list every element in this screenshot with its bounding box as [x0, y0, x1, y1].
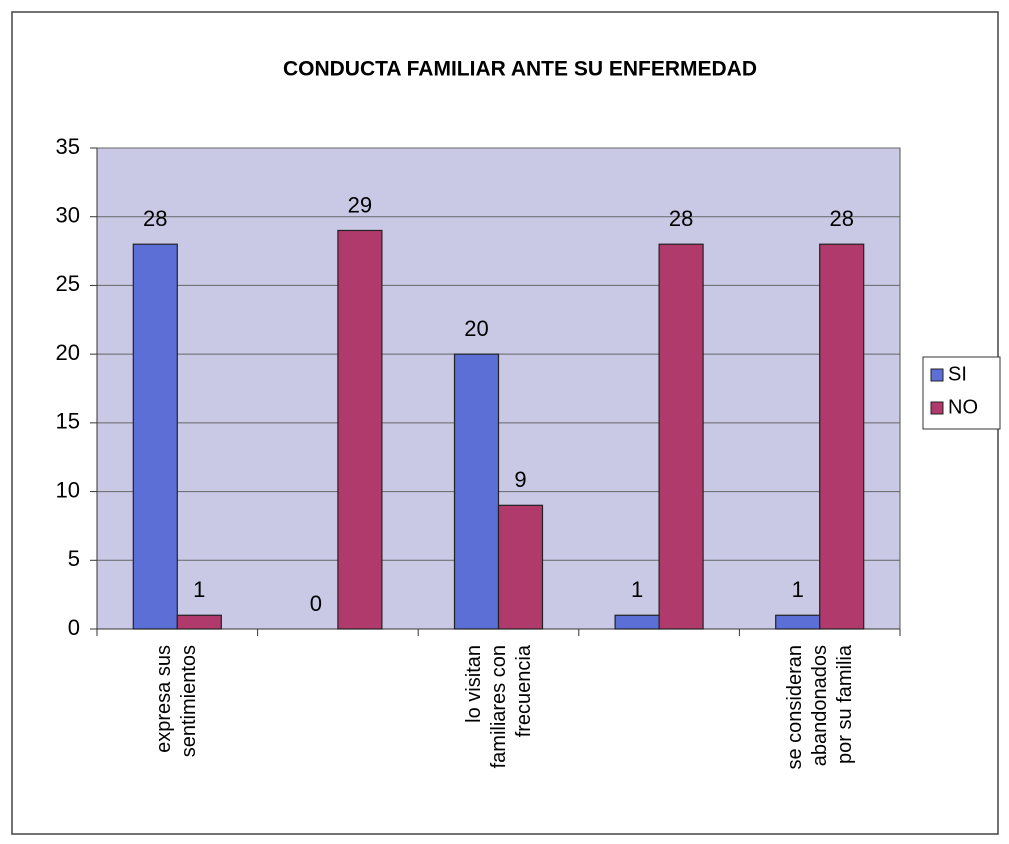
value-label: 9	[514, 467, 526, 492]
legend-label: NO	[948, 396, 978, 418]
bar	[497, 504, 544, 630]
legend-label: SI	[948, 363, 967, 385]
bar	[658, 243, 704, 630]
bar	[176, 614, 222, 630]
bar	[775, 614, 821, 630]
x-tick-label: se consideran abandonados por su familia	[783, 645, 856, 770]
value-label: 28	[829, 206, 853, 231]
value-label: 0	[310, 591, 322, 616]
y-tick-label: 15	[56, 409, 80, 434]
y-tick-label: 10	[56, 477, 80, 502]
y-tick-label: 5	[68, 546, 80, 571]
bar	[132, 243, 178, 630]
value-label: 1	[193, 577, 205, 602]
value-label: 29	[348, 192, 372, 217]
chart-title: CONDUCTA FAMILIAR ANTE SU ENFERMEDAD	[283, 58, 757, 81]
y-tick-label: 35	[56, 134, 80, 159]
y-tick-label: 20	[56, 340, 80, 365]
legend-swatch	[930, 368, 944, 382]
bar	[819, 243, 865, 630]
value-label: 28	[669, 206, 693, 231]
bar	[337, 229, 383, 630]
y-tick-label: 30	[56, 203, 80, 228]
value-label: 28	[143, 206, 167, 231]
bar	[614, 614, 660, 630]
bar	[453, 353, 500, 630]
legend-swatch	[930, 401, 944, 415]
value-label: 1	[631, 577, 643, 602]
y-tick-label: 0	[68, 615, 80, 640]
x-tick-label: lo visitan familiares con frecuencia	[462, 645, 534, 769]
y-tick-label: 25	[56, 271, 80, 296]
x-tick-label: expresa sus sentimientos	[153, 645, 201, 758]
value-label: 20	[464, 316, 488, 341]
value-label: 1	[792, 577, 804, 602]
